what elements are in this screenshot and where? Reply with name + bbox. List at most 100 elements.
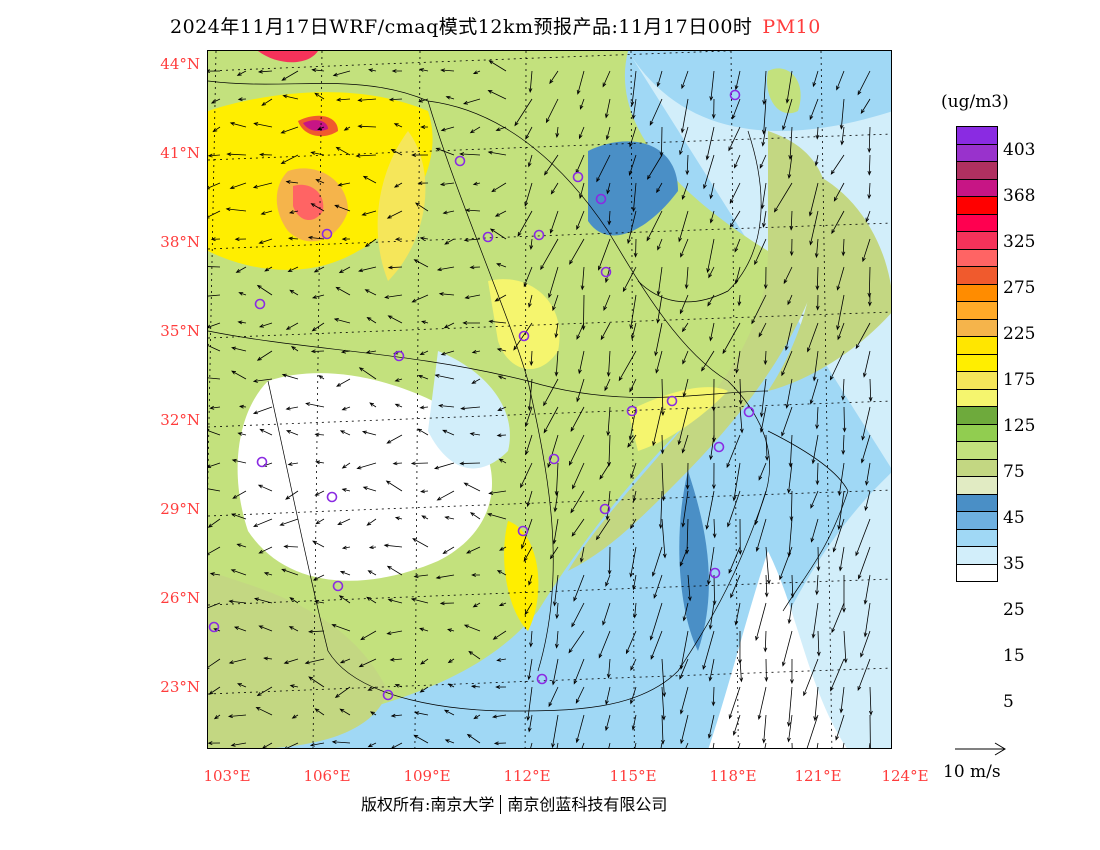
wind-arrow	[366, 596, 377, 604]
wind-arrow	[470, 684, 481, 689]
wind-arrow	[631, 322, 637, 340]
legend-swatch	[957, 232, 997, 250]
wind-arrow	[357, 124, 377, 129]
wind-arrow	[578, 126, 585, 140]
wind-arrow	[754, 238, 767, 266]
wind-arrow	[632, 490, 637, 503]
wind-arrow	[472, 602, 481, 608]
wind-arrow	[365, 350, 377, 354]
wind-arrow	[336, 378, 351, 387]
wind-arrow	[787, 154, 793, 180]
wind-arrow	[498, 602, 507, 607]
wind-arrow	[208, 488, 221, 492]
wind-arrow	[338, 595, 351, 604]
wind-arrow	[781, 630, 793, 667]
wind-arrow	[580, 266, 585, 291]
wind-arrow	[551, 658, 559, 686]
wind-arrow	[417, 181, 429, 186]
wind-arrow	[634, 742, 637, 748]
wind-arrow	[738, 742, 741, 748]
wind-arrow	[815, 266, 820, 291]
wind-arrow	[603, 294, 611, 311]
wind-arrow	[341, 462, 351, 469]
pollutant-label: PM10	[762, 16, 821, 38]
wind-arrow	[629, 546, 637, 578]
legend-label: 325	[1003, 232, 1036, 252]
wind-arrow	[633, 602, 637, 619]
wind-arrow	[362, 486, 377, 492]
wind-arrow	[238, 291, 247, 296]
wind-arrow	[867, 182, 872, 200]
wind-arrow	[706, 238, 715, 274]
station-marker-icon	[254, 298, 266, 310]
legend-swatch	[957, 372, 997, 390]
wind-arrow	[709, 70, 715, 102]
latitude-line	[208, 489, 891, 517]
wind-arrow	[730, 574, 741, 599]
wind-arrow	[814, 154, 819, 167]
wind-arrow	[258, 238, 273, 244]
wind-vectors	[208, 60, 873, 748]
wind-arrow	[252, 378, 273, 383]
wind-arrow	[867, 126, 872, 154]
legend-label: 403	[1003, 140, 1036, 160]
wind-arrow	[419, 686, 429, 693]
wind-arrow	[394, 378, 403, 382]
wind-arrow	[361, 430, 377, 436]
wind-arrow	[568, 630, 585, 654]
wind-arrow	[728, 126, 741, 152]
wind-arrow	[337, 182, 351, 187]
wind-arrow	[411, 153, 429, 157]
wind-arrow	[605, 574, 611, 587]
wind-arrow	[809, 98, 819, 121]
wind-arrow	[857, 546, 871, 580]
legend-swatch	[957, 494, 997, 512]
wind-arrow	[237, 97, 247, 102]
wind-arrow	[473, 714, 481, 720]
wind-arrow	[869, 714, 871, 748]
wind-arrow	[256, 350, 273, 361]
wind-arrow	[443, 322, 455, 329]
wind-arrow	[339, 658, 351, 664]
wind-arrow	[841, 238, 846, 257]
wind-arrow	[468, 650, 481, 660]
color-legend	[956, 126, 998, 582]
wind-arrow	[464, 294, 481, 300]
legend-swatch	[957, 284, 997, 302]
longitude-line	[414, 51, 421, 748]
wind-arrow	[237, 683, 247, 688]
longitude-line	[630, 51, 635, 748]
wind-arrow	[487, 150, 507, 156]
legend-swatch	[957, 424, 997, 442]
wind-arrow	[556, 742, 559, 748]
wind-arrow	[487, 90, 507, 100]
wind-arrow	[682, 378, 689, 398]
wind-arrow	[341, 237, 351, 241]
wind-arrow	[312, 574, 325, 581]
wind-arrow	[625, 630, 637, 655]
wind-arrow	[809, 378, 819, 405]
wind-arrow	[661, 518, 667, 559]
wind-arrow	[309, 742, 325, 747]
wind-arrow	[573, 574, 585, 602]
wind-arrow	[368, 545, 377, 550]
wind-arrow	[310, 349, 325, 354]
station-marker-icon	[518, 330, 530, 342]
wind-arrow	[386, 210, 403, 219]
wind-arrow	[629, 294, 637, 330]
wind-arrow	[410, 461, 429, 466]
wind-arrow	[829, 350, 845, 381]
wind-arrow	[433, 462, 455, 470]
wind-arrow	[732, 714, 741, 736]
wind-arrow	[838, 546, 845, 572]
wind-arrow	[252, 406, 273, 415]
wind-arrow	[682, 350, 689, 365]
copyright-right: 南京创蓝科技有限公司	[507, 795, 668, 814]
wind-arrow	[257, 69, 273, 74]
wind-arrow	[679, 126, 689, 156]
pm10-concentration-map	[207, 50, 892, 749]
lon-label: 112°E	[503, 767, 551, 785]
wind-arrow	[722, 322, 741, 355]
wind-arrow	[660, 378, 665, 416]
wind-arrow	[339, 430, 351, 436]
